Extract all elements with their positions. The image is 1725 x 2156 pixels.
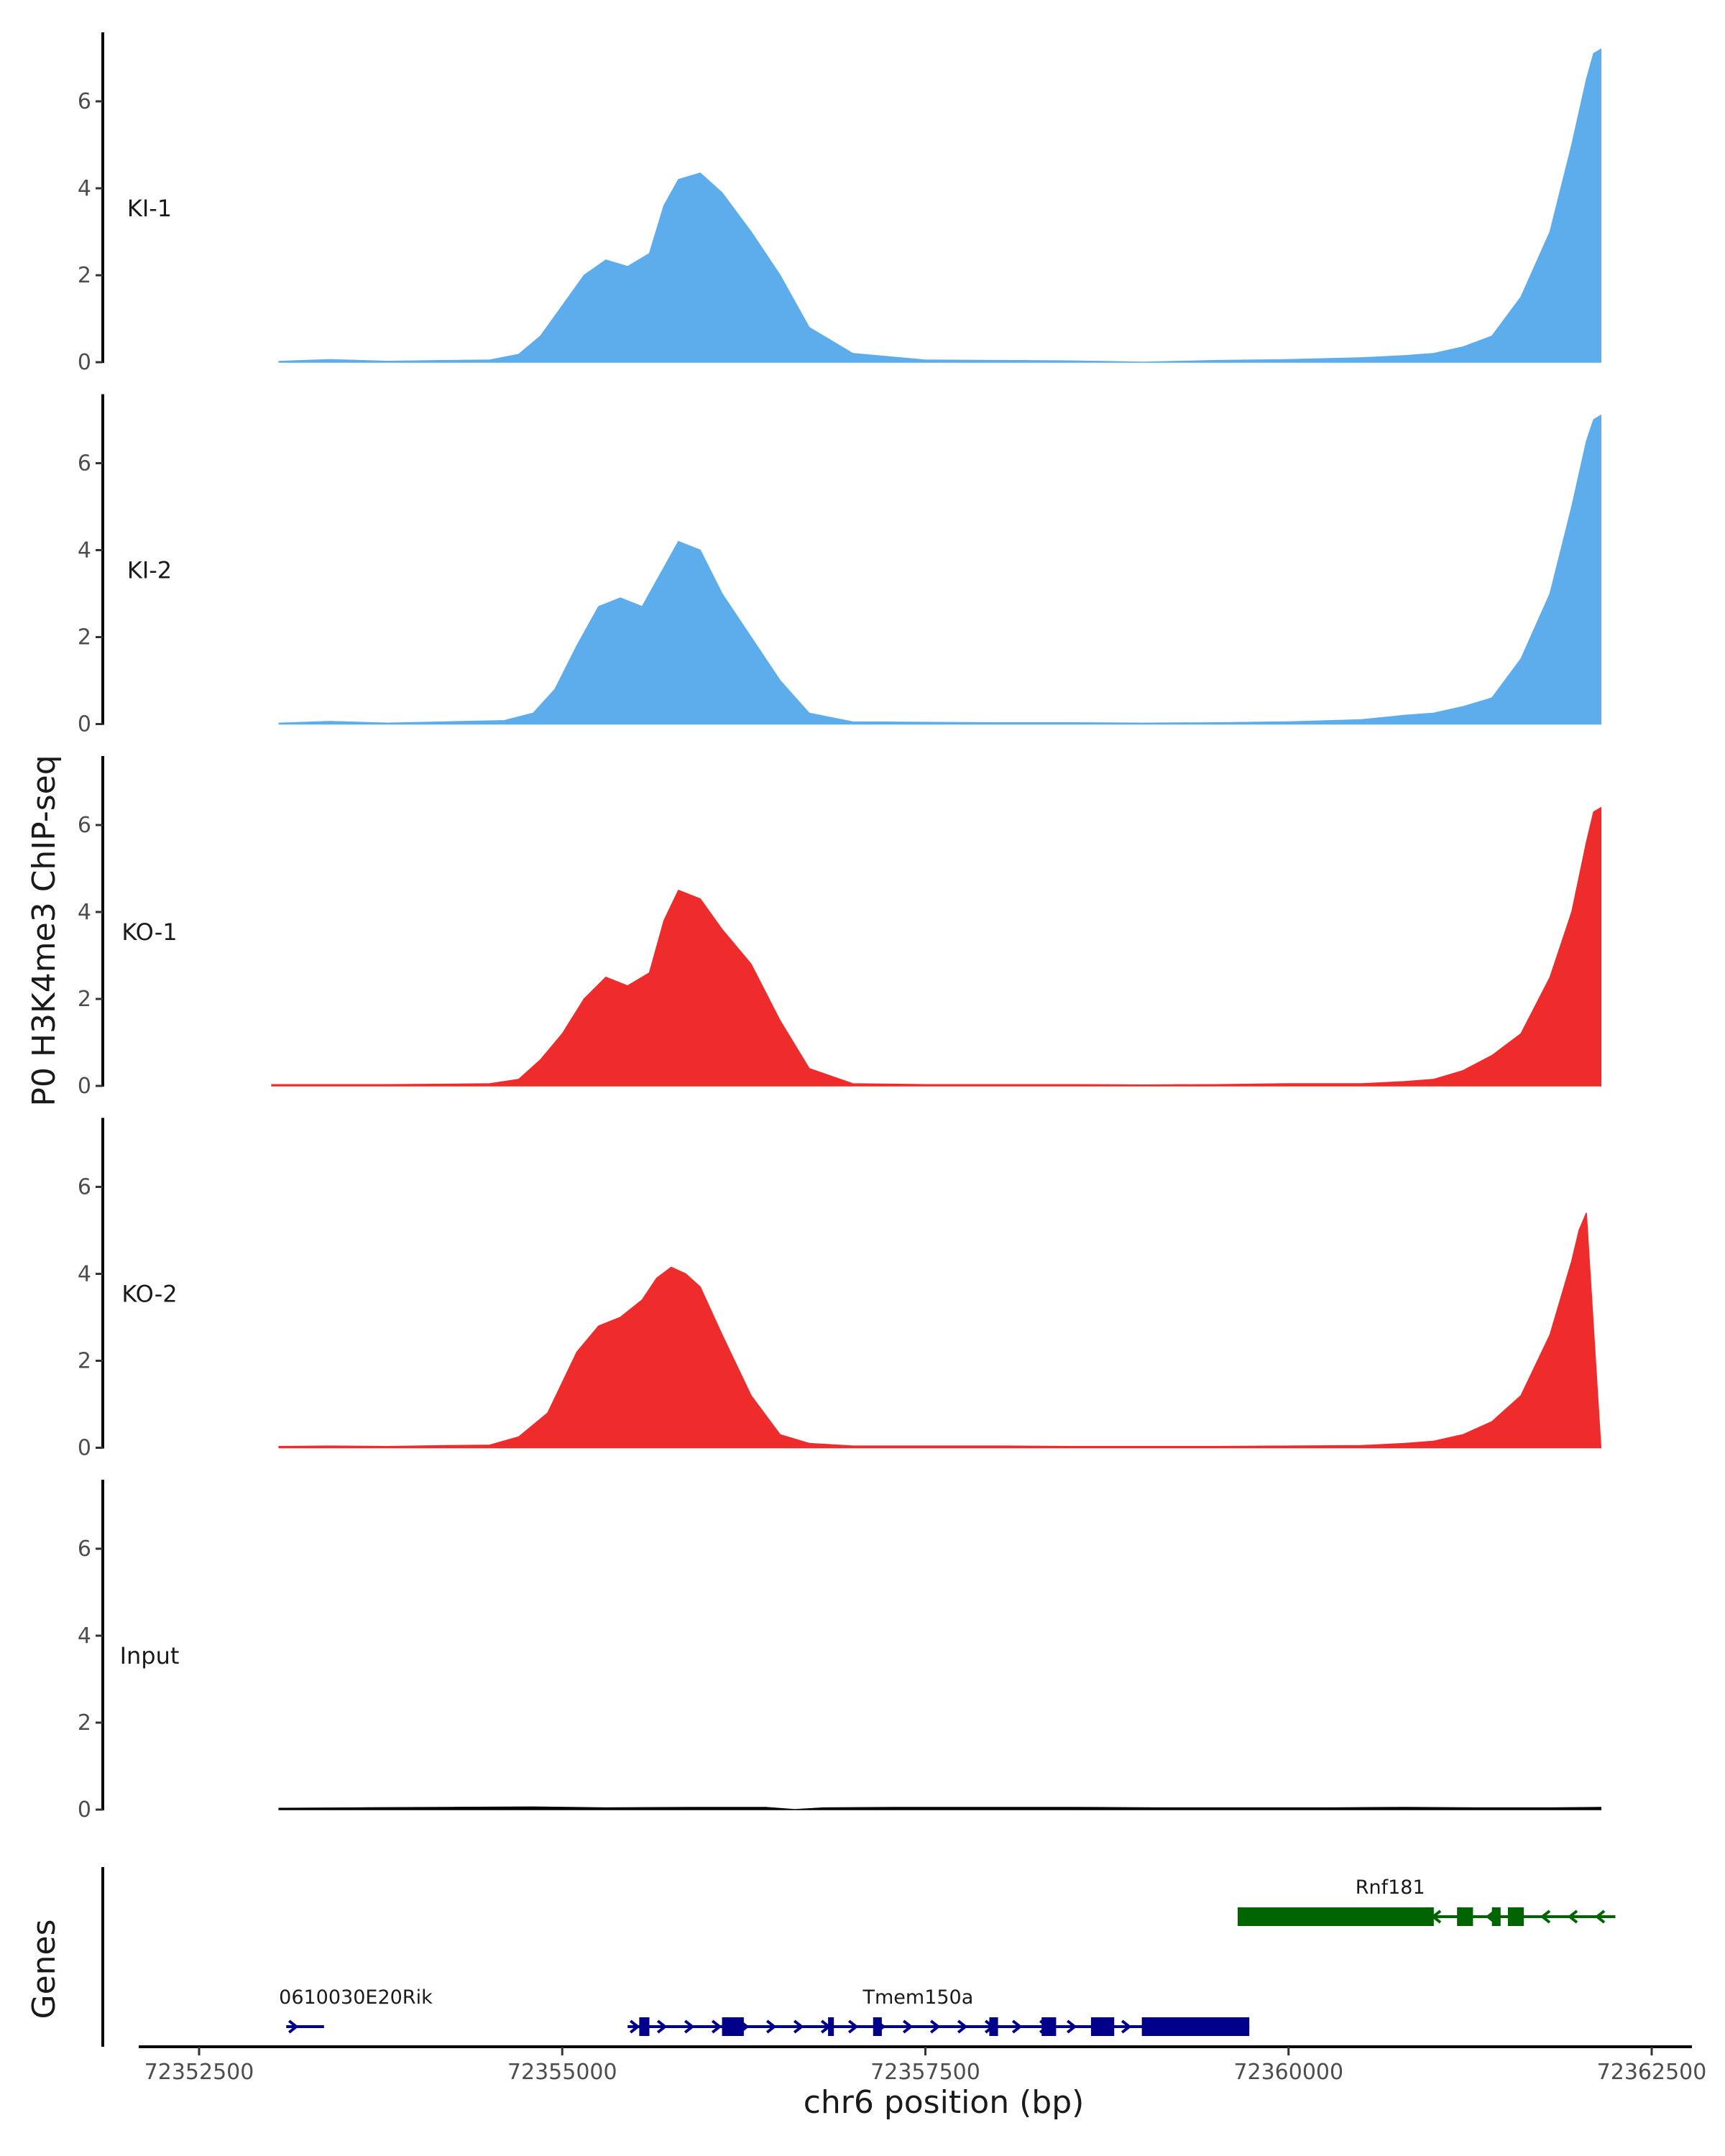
gene-label: Tmem150a bbox=[862, 1986, 973, 2009]
y-tick-label: 6 bbox=[78, 1537, 91, 1562]
gene-model: 0610030E20Rik bbox=[279, 1986, 433, 2034]
coverage-area bbox=[278, 1806, 1602, 1810]
track-panel: 0 2 4 6 Input bbox=[78, 1480, 1602, 1823]
exon-block bbox=[1457, 1907, 1473, 1926]
y-tick-label: 0 bbox=[78, 1074, 91, 1099]
exon-block bbox=[722, 2017, 744, 2036]
strand-arrow bbox=[1594, 1909, 1606, 1924]
strand-arrow bbox=[847, 2019, 859, 2034]
strand-arrow bbox=[902, 2019, 914, 2034]
y-tick-label: 0 bbox=[78, 712, 91, 737]
coverage-area bbox=[278, 414, 1602, 725]
track-label: KO-2 bbox=[121, 1281, 177, 1308]
strand-arrow bbox=[1066, 2019, 1077, 2034]
exon-block bbox=[1041, 2017, 1057, 2036]
x-axis-title: chr6 position (bp) bbox=[804, 2084, 1085, 2121]
y-tick-label: 0 bbox=[78, 350, 91, 375]
strand-arrow bbox=[1567, 1909, 1578, 1924]
exon-block bbox=[639, 2017, 650, 2036]
track-panel: 0 2 4 6 KO-1 bbox=[78, 756, 1602, 1099]
gene-model: Rnf181 bbox=[1238, 1876, 1616, 1926]
y-tick-label: 0 bbox=[78, 1436, 91, 1461]
coverage-area bbox=[271, 806, 1602, 1087]
y-tick-label: 4 bbox=[78, 1262, 91, 1287]
gene-annotation-panel: 0610030E20Rik Tmem150a Rnf181 bbox=[101, 1867, 1616, 2047]
strand-arrow bbox=[957, 2019, 968, 2034]
y-tick-label: 4 bbox=[78, 900, 91, 925]
strand-arrow bbox=[793, 2019, 804, 2034]
y-tick-label: 0 bbox=[78, 1797, 91, 1823]
track-label: KO-1 bbox=[121, 918, 177, 946]
exon-block bbox=[1090, 2017, 1115, 2036]
exon-block bbox=[1141, 2017, 1250, 2036]
strand-arrow bbox=[656, 2019, 668, 2034]
y-axis-title: P0 H3K4me3 ChIP-seq bbox=[26, 755, 63, 1106]
x-axis: 72352500 72355000 72357500 72360000 72362500 bbox=[139, 2045, 1707, 2085]
y-tick-label: 6 bbox=[78, 1175, 91, 1200]
strand-arrow bbox=[765, 2019, 777, 2034]
gene-label: 0610030E20Rik bbox=[279, 1986, 433, 2009]
y-tick-label: 2 bbox=[78, 625, 91, 650]
x-tick-label: 72355000 bbox=[507, 2060, 617, 2085]
gene-label: Rnf181 bbox=[1356, 1876, 1425, 1899]
coverage-tracks: 0 2 4 6 KI-1 0 2 4 6 KI-2 0 2 4 6 KO-1 0 2 4 6 KO-2 0 2 4 6 Inpu… bbox=[78, 32, 1602, 1823]
exon-block bbox=[1238, 1907, 1434, 1926]
exon-block bbox=[873, 2017, 882, 2036]
y-tick-label: 4 bbox=[78, 176, 91, 201]
strand-arrow bbox=[929, 2019, 941, 2034]
track-label: KI-1 bbox=[127, 195, 172, 222]
x-tick-label: 72357500 bbox=[870, 2060, 980, 2085]
coverage-area bbox=[278, 48, 1602, 363]
track-panel: 0 2 4 6 KI-1 bbox=[78, 32, 1602, 375]
strand-arrow bbox=[1121, 2019, 1132, 2034]
coverage-area bbox=[278, 1212, 1602, 1449]
genes-panel-title: Genes bbox=[26, 1919, 63, 2019]
y-tick-label: 2 bbox=[78, 1710, 91, 1736]
x-tick-label: 72360000 bbox=[1233, 2060, 1343, 2085]
track-label: KI-2 bbox=[127, 557, 172, 584]
strand-arrow bbox=[288, 2019, 299, 2034]
y-tick-label: 6 bbox=[78, 89, 91, 114]
x-tick-label: 72352500 bbox=[144, 2060, 254, 2085]
strand-arrow bbox=[629, 2019, 640, 2034]
gene-model: Tmem150a bbox=[627, 1986, 1250, 2036]
strand-arrow bbox=[1011, 2019, 1023, 2034]
track-panel: 0 2 4 6 KI-2 bbox=[78, 394, 1602, 737]
y-tick-label: 2 bbox=[78, 1349, 91, 1374]
x-tick-label: 72362500 bbox=[1597, 2060, 1707, 2085]
y-tick-label: 6 bbox=[78, 813, 91, 838]
y-tick-label: 4 bbox=[78, 1623, 91, 1649]
y-tick-label: 2 bbox=[78, 987, 91, 1012]
track-label: Input bbox=[120, 1642, 180, 1669]
exon-block bbox=[1491, 1907, 1501, 1926]
exon-block bbox=[989, 2017, 998, 2036]
exon-block bbox=[828, 2017, 834, 2036]
y-tick-label: 4 bbox=[78, 538, 91, 563]
strand-arrow bbox=[711, 2019, 722, 2034]
strand-arrow bbox=[1540, 1909, 1551, 1924]
y-tick-label: 2 bbox=[78, 263, 91, 288]
y-tick-label: 6 bbox=[78, 451, 91, 476]
strand-arrow bbox=[684, 2019, 695, 2034]
exon-block bbox=[1507, 1907, 1524, 1926]
track-panel: 0 2 4 6 KO-2 bbox=[78, 1118, 1602, 1461]
